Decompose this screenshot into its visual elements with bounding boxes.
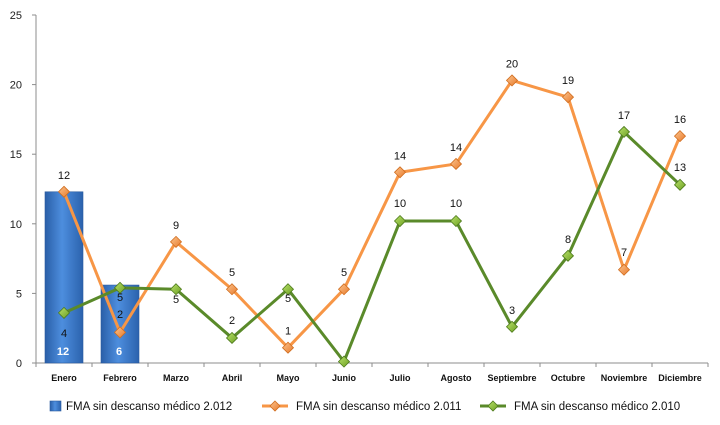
data-point (449, 157, 463, 171)
x-tick-label: Mayo (276, 373, 300, 383)
data-point (169, 235, 183, 248)
data-label: 1 (285, 326, 291, 338)
data-point (225, 283, 239, 296)
data-point (561, 249, 575, 262)
data-point (617, 125, 631, 138)
bar-value-label: 6 (116, 346, 122, 358)
data-point (225, 331, 239, 345)
y-tick-label: 25 (10, 10, 22, 22)
legend-marker (487, 400, 499, 412)
x-tick-label: Febrero (103, 373, 137, 383)
data-label: 16 (674, 114, 686, 126)
data-point (57, 306, 71, 319)
data-label: 5 (229, 267, 235, 279)
data-point (561, 91, 575, 104)
data-label: 7 (621, 247, 627, 259)
data-point (449, 214, 463, 228)
data-label: 12 (58, 170, 70, 182)
data-point (281, 341, 295, 354)
data-point (393, 214, 407, 228)
data-point (57, 185, 71, 198)
legend-label: FMA sin descanso médico 2.011 (296, 401, 461, 413)
data-label: 8 (565, 234, 571, 246)
data-label: 13 (674, 162, 686, 174)
series-line (63, 130, 682, 364)
data-label: 5 (117, 292, 123, 304)
data-point (113, 326, 127, 339)
data-label: 14 (394, 150, 406, 162)
data-label: 14 (450, 142, 462, 154)
data-label: 2 (117, 309, 123, 321)
data-label: 2 (229, 315, 235, 327)
legend-swatch (49, 400, 62, 412)
data-label: 10 (394, 198, 406, 210)
data-label: 4 (61, 328, 67, 340)
y-tick-label: 5 (16, 288, 22, 300)
legend: FMA sin descanso médico 2.012 FMA sin des… (49, 400, 680, 413)
x-tick-label: Octubre (551, 373, 586, 383)
x-tick-label: Enero (51, 373, 77, 383)
y-tick-label: 0 (16, 358, 22, 370)
lines-series (57, 74, 687, 368)
x-tick-label: Diciembre (658, 373, 702, 383)
data-label: 5 (341, 267, 347, 279)
data-point (169, 283, 183, 296)
data-point (337, 283, 351, 296)
data-point (505, 320, 519, 333)
x-tick-label: Noviembre (601, 373, 648, 383)
y-tick-label: 20 (10, 80, 22, 92)
data-point (113, 281, 127, 294)
data-point (617, 263, 631, 276)
data-label: 9 (173, 220, 179, 232)
legend-label: FMA sin descanso médico 2.010 (514, 401, 680, 413)
data-point (673, 130, 687, 143)
data-label: 5 (285, 293, 291, 305)
legend-label: FMA sin descanso médico 2.012 (66, 401, 232, 413)
y-tick-label: 15 (10, 149, 22, 161)
data-point (393, 166, 407, 179)
y-tick-label: 10 (10, 219, 22, 231)
data-point (673, 178, 687, 191)
data-label: 20 (506, 58, 518, 70)
data-label: 3 (509, 305, 515, 317)
x-tick-label: Junio (332, 373, 357, 383)
bars-series (44, 191, 140, 364)
data-labels: 12 2 9 5 1 5 14 14 20 19 7 16 4 5 5 2 5 10 10 3 8 17 13 12 6 (57, 58, 686, 358)
series-line (62, 78, 682, 350)
legend-marker (269, 400, 281, 412)
data-label: 5 (173, 294, 179, 306)
x-tick-label: Septiembre (487, 373, 536, 383)
x-tick-label: Marzo (163, 373, 190, 383)
x-tick-label: Agosto (441, 373, 472, 383)
data-point (281, 283, 295, 296)
x-tick-label: Julio (389, 373, 411, 383)
x-tick-label: Abril (222, 373, 243, 383)
data-point (337, 355, 351, 368)
data-label: 17 (618, 110, 630, 122)
data-point (505, 74, 519, 87)
data-label: 19 (562, 75, 574, 87)
data-label: 10 (450, 198, 462, 210)
bar-value-label: 12 (57, 346, 69, 358)
